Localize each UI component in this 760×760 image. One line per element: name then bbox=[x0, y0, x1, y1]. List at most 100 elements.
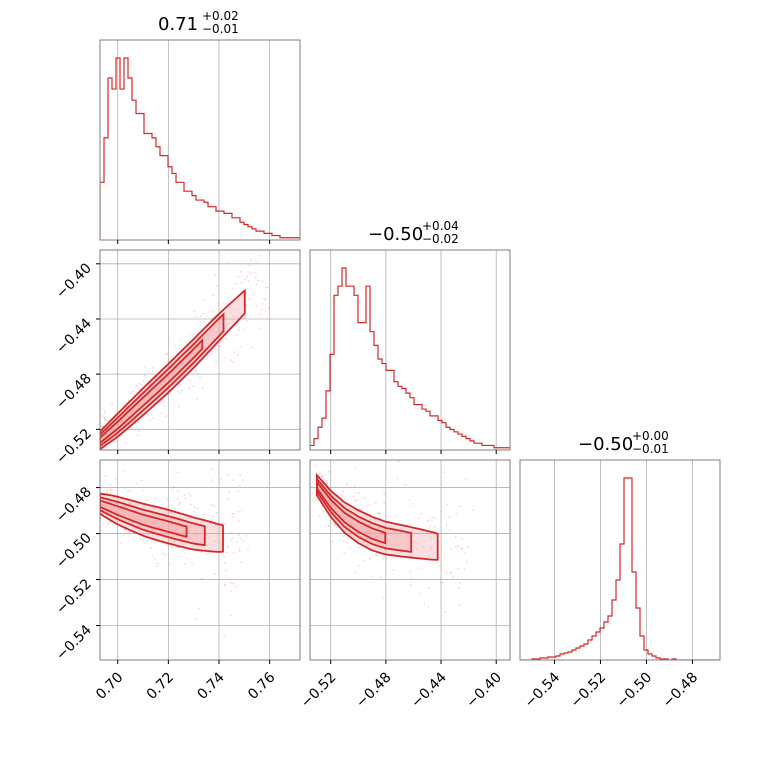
sample-point bbox=[257, 279, 260, 282]
sample-point bbox=[358, 539, 361, 542]
sample-point bbox=[204, 513, 206, 516]
sample-point bbox=[224, 357, 227, 360]
sample-point bbox=[144, 505, 146, 507]
sample-point bbox=[125, 500, 128, 502]
sample-point bbox=[340, 494, 343, 497]
sample-point bbox=[107, 523, 110, 526]
sample-point bbox=[162, 525, 165, 528]
sample-point bbox=[244, 278, 247, 281]
sample-point bbox=[148, 512, 151, 515]
sample-point bbox=[166, 498, 169, 501]
sample-point bbox=[116, 516, 119, 519]
sample-point bbox=[434, 517, 436, 520]
sample-point bbox=[178, 525, 181, 528]
sample-point bbox=[113, 412, 116, 415]
sample-point bbox=[320, 475, 323, 478]
sample-point bbox=[151, 417, 154, 420]
panel-frame bbox=[309, 249, 511, 451]
sample-point bbox=[109, 521, 112, 523]
sample-point bbox=[243, 314, 246, 317]
sample-point bbox=[457, 586, 460, 589]
sample-point bbox=[112, 524, 115, 527]
sample-point bbox=[129, 502, 132, 505]
pair-contents bbox=[100, 460, 300, 660]
sample-point bbox=[327, 470, 330, 473]
sample-point bbox=[253, 271, 256, 274]
sample-point bbox=[458, 505, 461, 508]
sample-point bbox=[331, 540, 334, 543]
param-title-minus-0: −0.01 bbox=[202, 22, 239, 36]
contour-level-0.39 bbox=[100, 499, 188, 538]
y-tick-label-1: −0.52 bbox=[53, 576, 95, 618]
sample-point bbox=[232, 479, 235, 482]
sample-point bbox=[185, 523, 188, 526]
sample-point bbox=[457, 545, 460, 548]
sample-point bbox=[346, 483, 348, 486]
sample-point bbox=[173, 541, 176, 544]
sample-point bbox=[183, 552, 186, 555]
sample-point bbox=[392, 544, 395, 546]
sample-point bbox=[411, 503, 414, 505]
sample-point bbox=[150, 547, 153, 549]
contour-level-0.99 bbox=[315, 472, 439, 561]
sample-point bbox=[232, 536, 235, 539]
param-title-0: 0.71 bbox=[158, 14, 198, 35]
pair-panel-0-2: −0.54−0.52−0.50−0.48 bbox=[53, 459, 301, 664]
sample-point bbox=[247, 549, 249, 551]
sample-point bbox=[267, 248, 269, 250]
sample-point bbox=[165, 352, 168, 355]
sample-point bbox=[106, 511, 108, 513]
sample-point bbox=[375, 554, 378, 557]
sample-point bbox=[362, 541, 365, 544]
pair-panel-1-2 bbox=[309, 459, 511, 664]
sample-point bbox=[342, 540, 345, 543]
sample-point bbox=[449, 571, 452, 574]
sample-point bbox=[185, 557, 188, 560]
sample-point bbox=[333, 523, 336, 526]
sample-point bbox=[266, 286, 269, 289]
sample-point bbox=[160, 412, 163, 415]
sample-point bbox=[381, 543, 383, 545]
sample-point bbox=[430, 537, 433, 539]
sample-point bbox=[180, 389, 183, 392]
sample-point bbox=[95, 416, 97, 418]
sample-point bbox=[200, 578, 203, 580]
sample-point bbox=[439, 604, 442, 606]
x-tick-label-0-0: 0.70 bbox=[93, 670, 126, 703]
sample-point bbox=[378, 512, 381, 514]
sample-point bbox=[174, 540, 176, 543]
sample-point bbox=[184, 497, 187, 500]
sample-point bbox=[162, 552, 164, 555]
sample-point bbox=[235, 540, 238, 543]
sample-point bbox=[323, 474, 326, 476]
sample-point bbox=[356, 499, 358, 502]
sample-point bbox=[192, 510, 195, 513]
sample-point bbox=[103, 417, 106, 419]
sample-point bbox=[231, 512, 234, 515]
sample-point bbox=[243, 328, 246, 331]
sample-point bbox=[130, 392, 132, 395]
sample-point bbox=[202, 541, 204, 544]
param-title-1: −0.50 bbox=[368, 224, 423, 245]
sample-point bbox=[230, 359, 232, 362]
sample-point bbox=[232, 513, 235, 515]
sample-point bbox=[179, 501, 181, 504]
sample-point bbox=[153, 529, 155, 532]
sample-point bbox=[359, 508, 362, 511]
sample-point bbox=[334, 508, 336, 511]
sample-point bbox=[136, 518, 139, 521]
x-tick-label-2-0: −0.54 bbox=[522, 669, 564, 711]
sample-point bbox=[449, 572, 452, 574]
sample-point bbox=[240, 281, 243, 284]
sample-point bbox=[454, 536, 457, 539]
sample-point bbox=[225, 551, 228, 554]
sample-point bbox=[416, 547, 418, 550]
sample-point bbox=[161, 400, 164, 403]
sample-point bbox=[228, 490, 230, 493]
sample-point bbox=[458, 604, 461, 606]
sample-point bbox=[231, 516, 234, 518]
sample-point bbox=[177, 471, 179, 474]
sample-point bbox=[152, 522, 155, 525]
sample-point bbox=[321, 475, 324, 478]
x-tick-label-2-2: −0.50 bbox=[614, 670, 656, 712]
